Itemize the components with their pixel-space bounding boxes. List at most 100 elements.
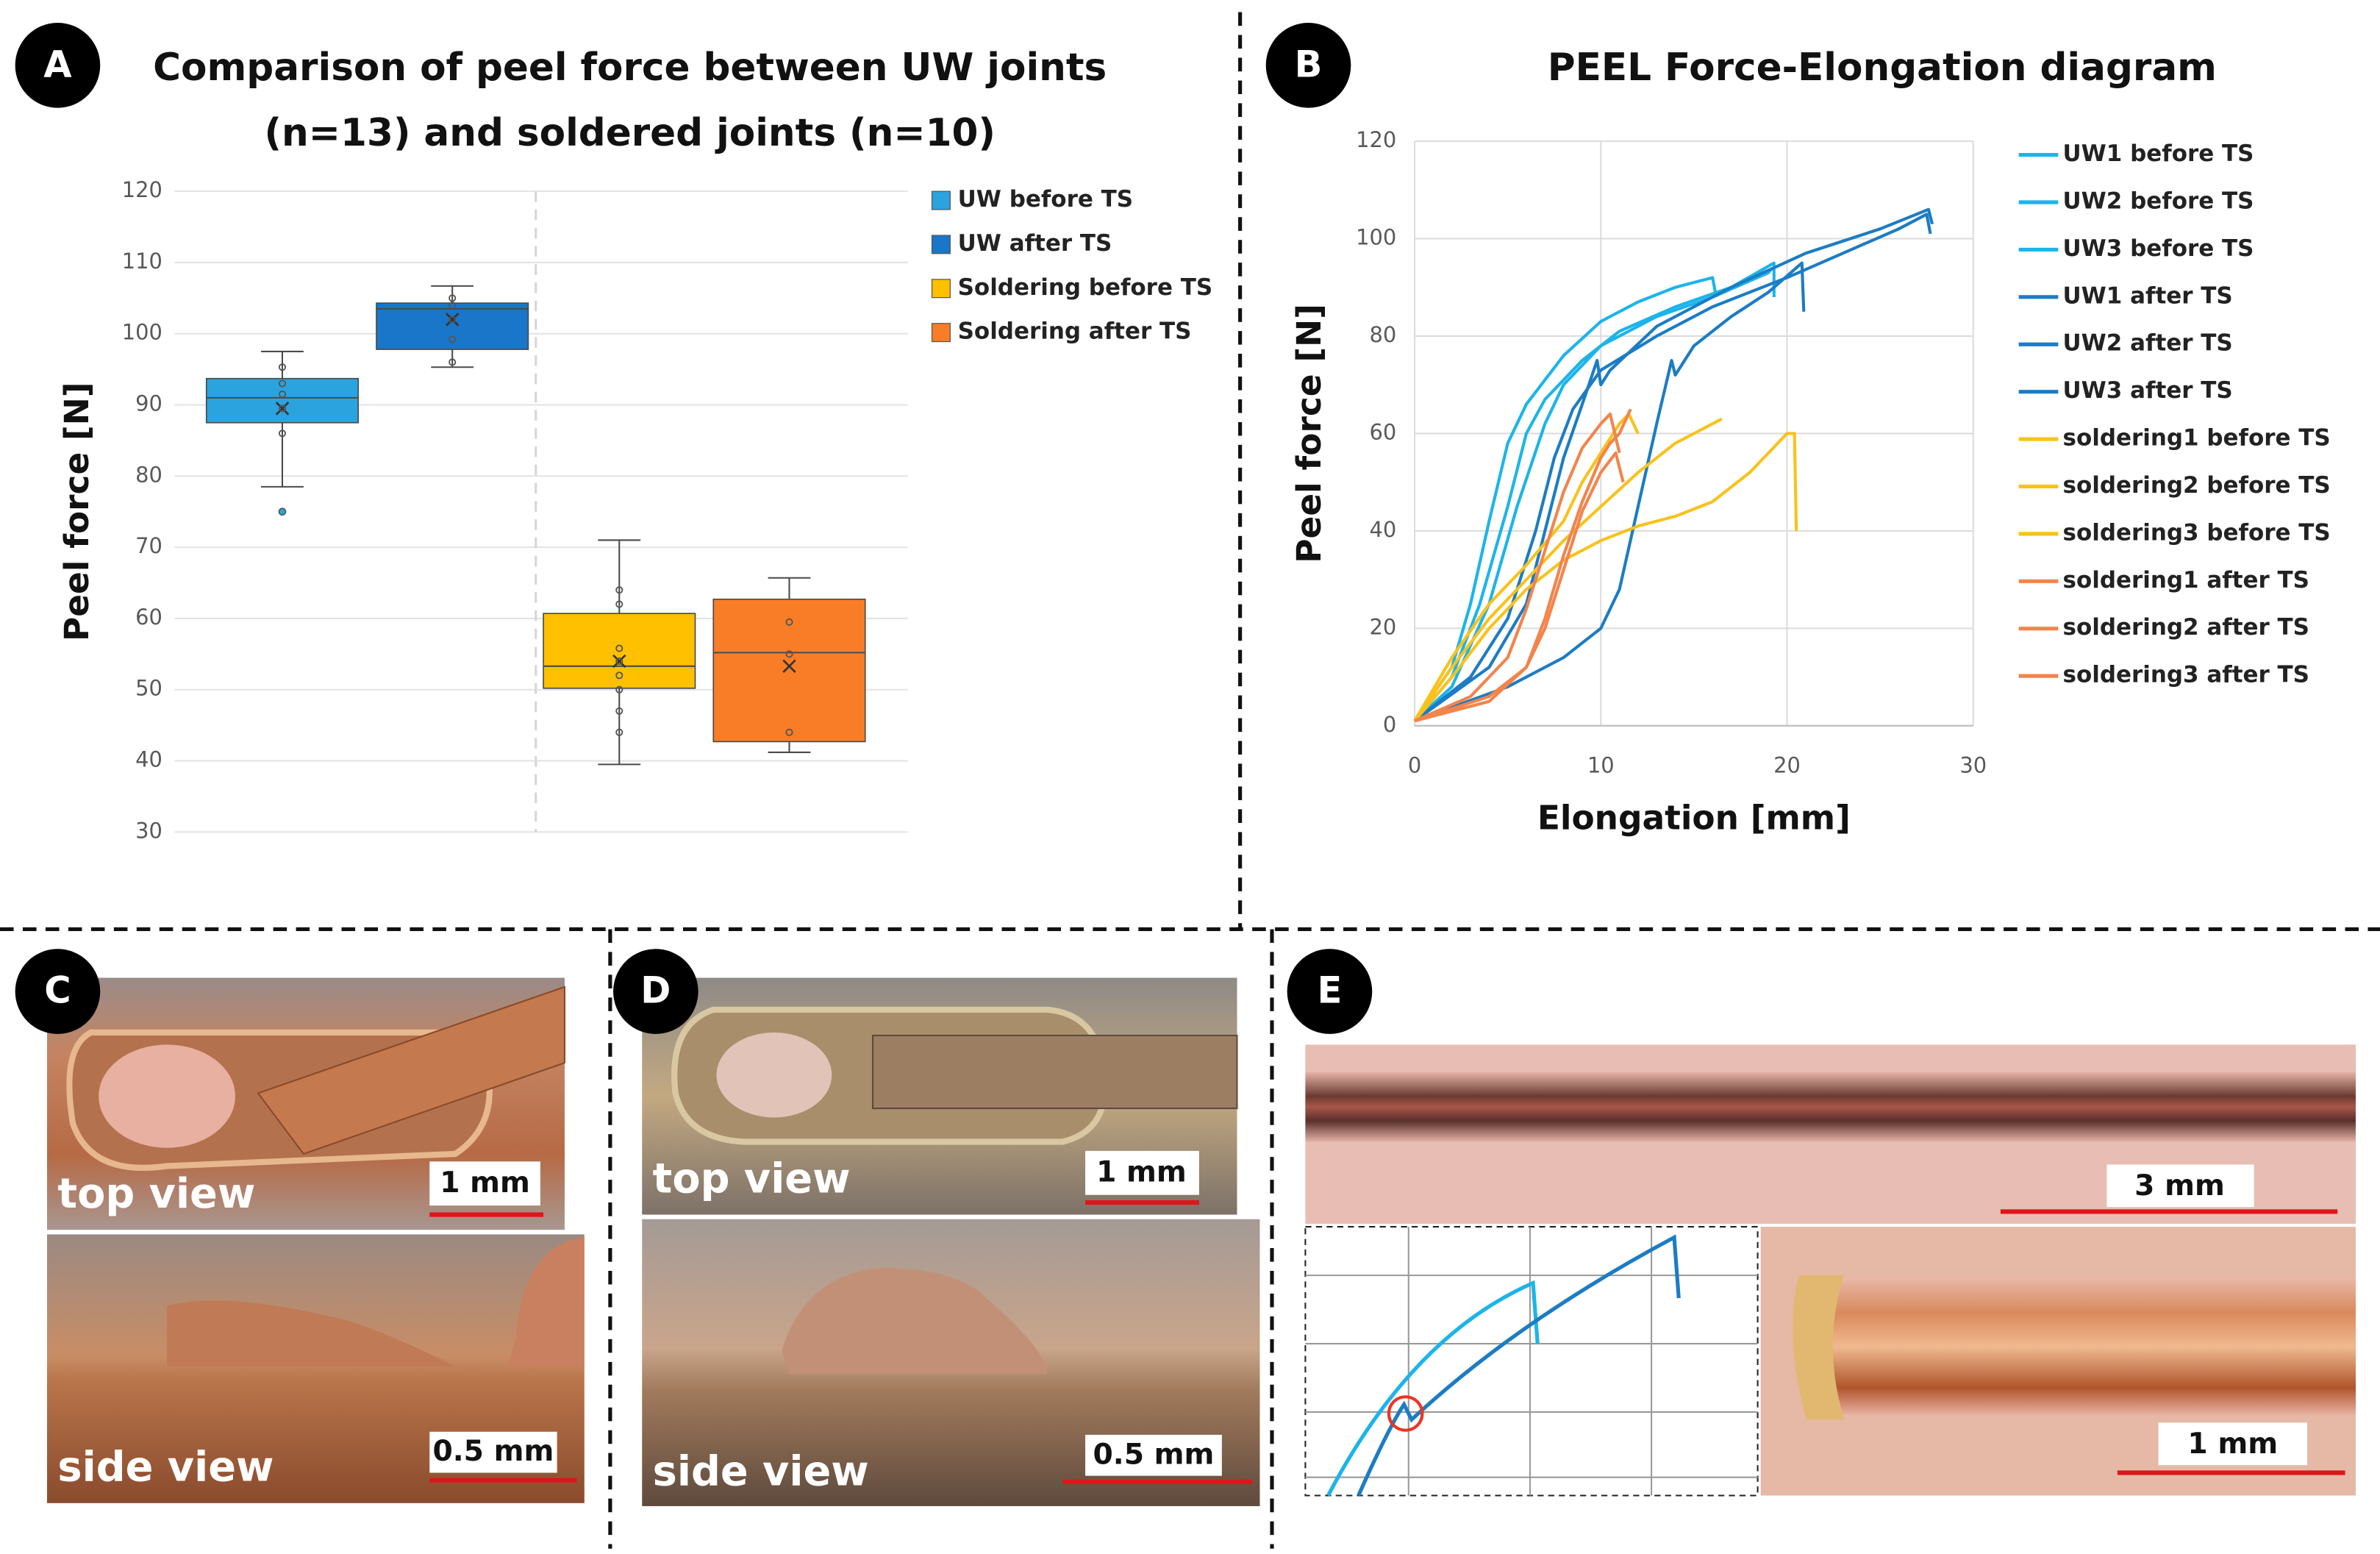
y-tick-label: 70: [135, 533, 162, 558]
scale-label: 1 mm: [440, 1166, 530, 1200]
outlier: [278, 507, 287, 516]
y-tick-label: 100: [1356, 224, 1396, 249]
chart-title: (n=13) and soldered joints (n=10): [264, 111, 996, 155]
legend-label: soldering1 after TS: [2063, 567, 2309, 594]
y-tick-label: 40: [1369, 517, 1396, 542]
line: [1413, 276, 1718, 722]
x-tick-label: 30: [1959, 753, 1987, 778]
point: [615, 671, 623, 680]
panel-badge: [1287, 949, 1373, 1034]
y-tick-label: 110: [122, 249, 162, 274]
legend-label: UW3 before TS: [2063, 235, 2254, 262]
y-tick-label: 60: [1369, 419, 1396, 444]
point: [615, 657, 623, 666]
wire: [1305, 1072, 2356, 1142]
point: [785, 650, 793, 658]
y-tick-label: 80: [135, 462, 162, 487]
line: [1413, 412, 1640, 722]
inset-chart: [1304, 1226, 1759, 1497]
scale-label: 3 mm: [2134, 1169, 2225, 1202]
legend-label: UW before TS: [958, 186, 1133, 213]
x-axis-label: Elongation [mm]: [1537, 798, 1851, 837]
point: [278, 379, 287, 388]
chart-title: PEEL Force-Elongation diagram: [1548, 46, 2217, 90]
point: [449, 358, 457, 366]
caption: top view: [653, 1155, 851, 1202]
panel-badge: [15, 949, 101, 1034]
point: [278, 404, 287, 413]
legend-label: UW1 after TS: [2063, 282, 2233, 309]
panel-label: A: [43, 43, 72, 85]
mean-marker: [445, 313, 460, 327]
line: [1414, 408, 1632, 723]
point: [449, 316, 457, 324]
point: [278, 390, 287, 399]
panel-label: B: [1295, 43, 1323, 85]
panel-badge: [15, 23, 101, 108]
box: [376, 302, 529, 350]
line: [1413, 213, 1932, 722]
weld-bump: [167, 1300, 456, 1367]
chart-title: Comparison of peel force between UW join…: [153, 46, 1107, 90]
caption: side view: [57, 1444, 274, 1491]
legend-label: Soldering after TS: [958, 318, 1192, 345]
scale-box: [2158, 1422, 2307, 1466]
legend-label: soldering3 after TS: [2063, 662, 2309, 688]
inset-curve: [1326, 1280, 1540, 1497]
y-tick-label: 120: [122, 177, 162, 202]
scale-box: [2106, 1164, 2254, 1208]
inset-highlight: [1387, 1395, 1424, 1432]
point: [785, 618, 793, 626]
mean-marker: [275, 402, 290, 416]
legend-label: UW1 before TS: [2063, 140, 2254, 167]
legend-label: Soldering before TS: [958, 274, 1213, 301]
solder-spot: [716, 1032, 832, 1118]
point: [278, 363, 287, 371]
scale-label: 1 mm: [2187, 1428, 2278, 1461]
legend-label: UW after TS: [958, 230, 1112, 257]
scale-box: [429, 1161, 540, 1206]
legend-label: UW2 after TS: [2063, 330, 2233, 357]
point: [615, 707, 623, 715]
y-tick-label: 50: [135, 676, 162, 701]
wire: [872, 1034, 1238, 1110]
scale-label: 1 mm: [1096, 1155, 1187, 1188]
scale-label: 0.5 mm: [432, 1435, 554, 1468]
point: [615, 644, 623, 652]
line: [1414, 412, 1621, 723]
legend-label: UW3 after TS: [2063, 377, 2233, 404]
legend-label: UW2 before TS: [2063, 188, 2254, 215]
caption: top view: [57, 1170, 255, 1218]
legend-swatch: [931, 279, 951, 299]
y-tick-label: 90: [135, 391, 162, 416]
line: [1413, 432, 1798, 722]
panel-label: D: [640, 969, 671, 1012]
scale-label: 0.5 mm: [1093, 1438, 1215, 1471]
mean-marker: [612, 654, 626, 669]
line: [1413, 417, 1723, 722]
inset-curve: [1357, 1234, 1681, 1497]
point: [449, 301, 457, 310]
point: [449, 294, 457, 302]
line: [1414, 451, 1625, 723]
x-tick-label: 0: [1408, 753, 1421, 778]
y-tick-label: 30: [135, 818, 162, 843]
y-tick-label: 100: [122, 320, 162, 345]
solder-bump: [782, 1267, 1048, 1375]
point: [615, 685, 623, 694]
panel-label: E: [1318, 969, 1343, 1012]
y-tick-label: 40: [135, 747, 162, 772]
line: [1414, 261, 1806, 723]
y-tick-label: 20: [1369, 614, 1396, 639]
legend-label: soldering2 after TS: [2063, 614, 2309, 641]
point: [615, 600, 623, 608]
legend-label: soldering3 before TS: [2063, 519, 2331, 546]
panel-badge: [1265, 23, 1351, 108]
x-tick-label: 20: [1773, 753, 1801, 778]
panel-badge: [613, 949, 698, 1034]
caption: side view: [653, 1448, 869, 1496]
x-tick-label: 10: [1587, 753, 1615, 778]
point: [615, 586, 623, 594]
